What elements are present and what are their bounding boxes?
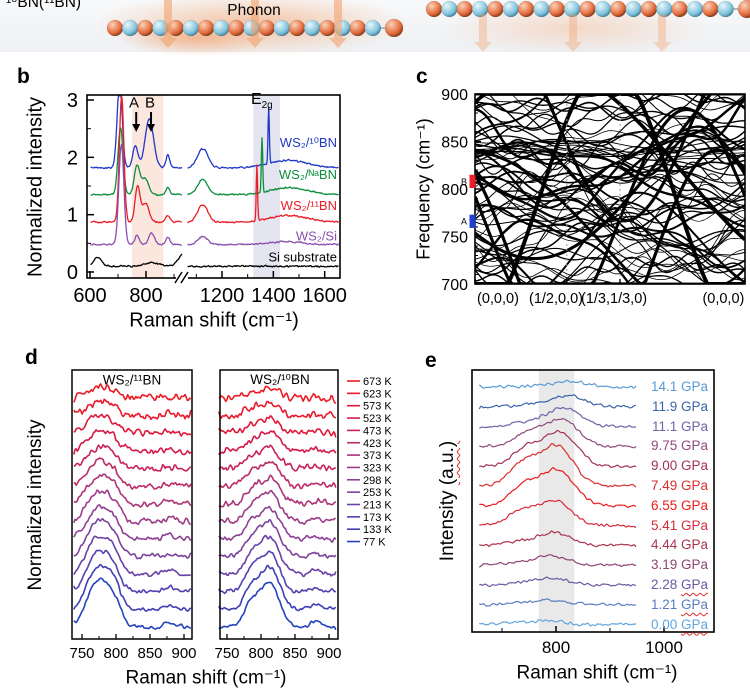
panel-e-ylabel: Intensity (a.u.) xyxy=(437,440,458,562)
pressure-label: 4.44 GPa xyxy=(650,537,708,553)
panel-d-letter: d xyxy=(25,346,38,369)
svg-text:700: 700 xyxy=(441,277,468,294)
isotope-label: ¹⁰BN(¹¹BN) xyxy=(6,0,82,11)
svg-text:298 K: 298 K xyxy=(363,475,392,487)
svg-text:1: 1 xyxy=(67,205,78,227)
svg-text:WS₂/¹¹BN: WS₂/¹¹BN xyxy=(281,198,337,213)
panel-c-letter: c xyxy=(416,65,428,88)
svg-text:373 K: 373 K xyxy=(363,450,392,462)
svg-text:673 K: 673 K xyxy=(363,376,392,388)
svg-text:2: 2 xyxy=(67,147,78,169)
svg-text:800: 800 xyxy=(103,645,128,662)
raman-spectra-chart: WS₂/¹⁰BN WS₂/ᴺᵃBN WS₂/¹¹BN WS₂/Si Si substra… xyxy=(67,90,347,307)
svg-text:473 K: 473 K xyxy=(363,425,392,437)
phonon-label: Phonon xyxy=(227,2,281,19)
svg-text:900: 900 xyxy=(171,645,196,662)
svg-text:750: 750 xyxy=(441,230,468,247)
peak-a-annotation: A xyxy=(128,94,140,112)
svg-text:523 K: 523 K xyxy=(363,413,392,425)
svg-text:423 K: 423 K xyxy=(363,438,392,450)
svg-text:WS₂/¹⁰BN: WS₂/¹⁰BN xyxy=(280,135,337,150)
phonon-chains-illustration xyxy=(94,0,750,56)
pressure-label: 0.00 GPa xyxy=(650,616,708,632)
panel-d-ylabel: Normalized intensity xyxy=(25,419,46,591)
svg-text:850: 850 xyxy=(441,135,468,152)
svg-text:1400: 1400 xyxy=(251,285,296,307)
svg-text:623 K: 623 K xyxy=(363,388,392,400)
svg-text:1000: 1000 xyxy=(645,638,683,657)
pressure-raman-chart: 800 1000 xyxy=(471,369,715,657)
phonon-dispersion-chart: 900 850 800 750 700 (0,0,0) (1/2,0,0)(1/3,1/3,… xyxy=(441,87,746,307)
svg-text:A: A xyxy=(461,217,467,227)
svg-text:323 K: 323 K xyxy=(363,462,392,474)
panel-d-xlabel: Raman shift (cm⁻¹) xyxy=(125,667,287,689)
panel-d-title-right: WS₂/¹⁰BN xyxy=(250,372,310,387)
pressure-label: 11.9 GPa xyxy=(651,398,708,414)
svg-text:750: 750 xyxy=(69,645,94,662)
pressure-label: 7.49 GPa xyxy=(650,478,708,493)
svg-text:750: 750 xyxy=(214,645,239,662)
peak-b-annotation: B xyxy=(144,94,156,112)
svg-text:(1/3,1/3,0): (1/3,1/3,0) xyxy=(581,291,647,307)
svg-text:1600: 1600 xyxy=(302,285,347,307)
svg-text:850: 850 xyxy=(137,645,162,662)
panel-b-xlabel: Raman shift (cm⁻¹) xyxy=(129,309,299,332)
pressure-label: 14.1 GPa xyxy=(650,379,708,394)
panel-b-letter: b xyxy=(17,65,30,88)
svg-text:Si substrate: Si substrate xyxy=(268,250,337,265)
svg-text:900: 900 xyxy=(316,645,341,662)
panel-e-letter: e xyxy=(425,349,437,372)
svg-text:B: B xyxy=(461,177,467,187)
svg-text:600: 600 xyxy=(73,285,106,307)
svg-text:900: 900 xyxy=(441,87,468,104)
svg-text:133 K: 133 K xyxy=(363,524,392,536)
svg-text:1200: 1200 xyxy=(200,285,245,307)
pressure-label: 6.55 GPa xyxy=(650,497,708,513)
svg-text:0: 0 xyxy=(67,262,78,284)
svg-text:213 K: 213 K xyxy=(363,500,392,512)
pressure-label: 1.21 GPa xyxy=(650,596,708,612)
pressure-label: 9.75 GPa xyxy=(650,438,708,454)
svg-text:800: 800 xyxy=(441,182,468,199)
panel-c-ylabel: Frequency (cm⁻¹) xyxy=(413,118,434,260)
svg-text:WS₂/ᴺᵃBN: WS₂/ᴺᵃBN xyxy=(279,167,337,182)
svg-text:800: 800 xyxy=(248,645,273,662)
svg-text:173 K: 173 K xyxy=(363,512,392,524)
svg-text:(0,0,0): (0,0,0) xyxy=(477,291,519,307)
svg-text:800: 800 xyxy=(542,638,570,657)
svg-text:(0,0,0): (0,0,0) xyxy=(702,291,744,307)
panel-d-title-left: WS₂/¹¹BN xyxy=(102,372,162,388)
pressure-label: 3.19 GPa xyxy=(650,557,708,573)
svg-text:77 K: 77 K xyxy=(363,537,386,549)
svg-text:WS₂/Si: WS₂/Si xyxy=(296,228,337,243)
e2g-annotation: E2g xyxy=(251,91,273,112)
pressure-label: 2.28 GPa xyxy=(650,577,708,592)
svg-text:800: 800 xyxy=(129,285,162,307)
pressure-label: 9.00 GPa xyxy=(650,458,708,474)
svg-text:253 K: 253 K xyxy=(363,487,392,499)
panel-b-ylabel: Normalized intensity xyxy=(24,96,47,278)
svg-text:573 K: 573 K xyxy=(363,401,392,413)
svg-text:850: 850 xyxy=(282,645,307,662)
svg-text:(1/2,0,0): (1/2,0,0) xyxy=(529,291,583,307)
pressure-label: 5.41 GPa xyxy=(650,517,708,533)
pressure-label: 11.1 GPa xyxy=(651,418,708,434)
panel-e-xlabel: Raman shift (cm⁻¹) xyxy=(516,662,678,684)
svg-text:3: 3 xyxy=(67,90,78,112)
